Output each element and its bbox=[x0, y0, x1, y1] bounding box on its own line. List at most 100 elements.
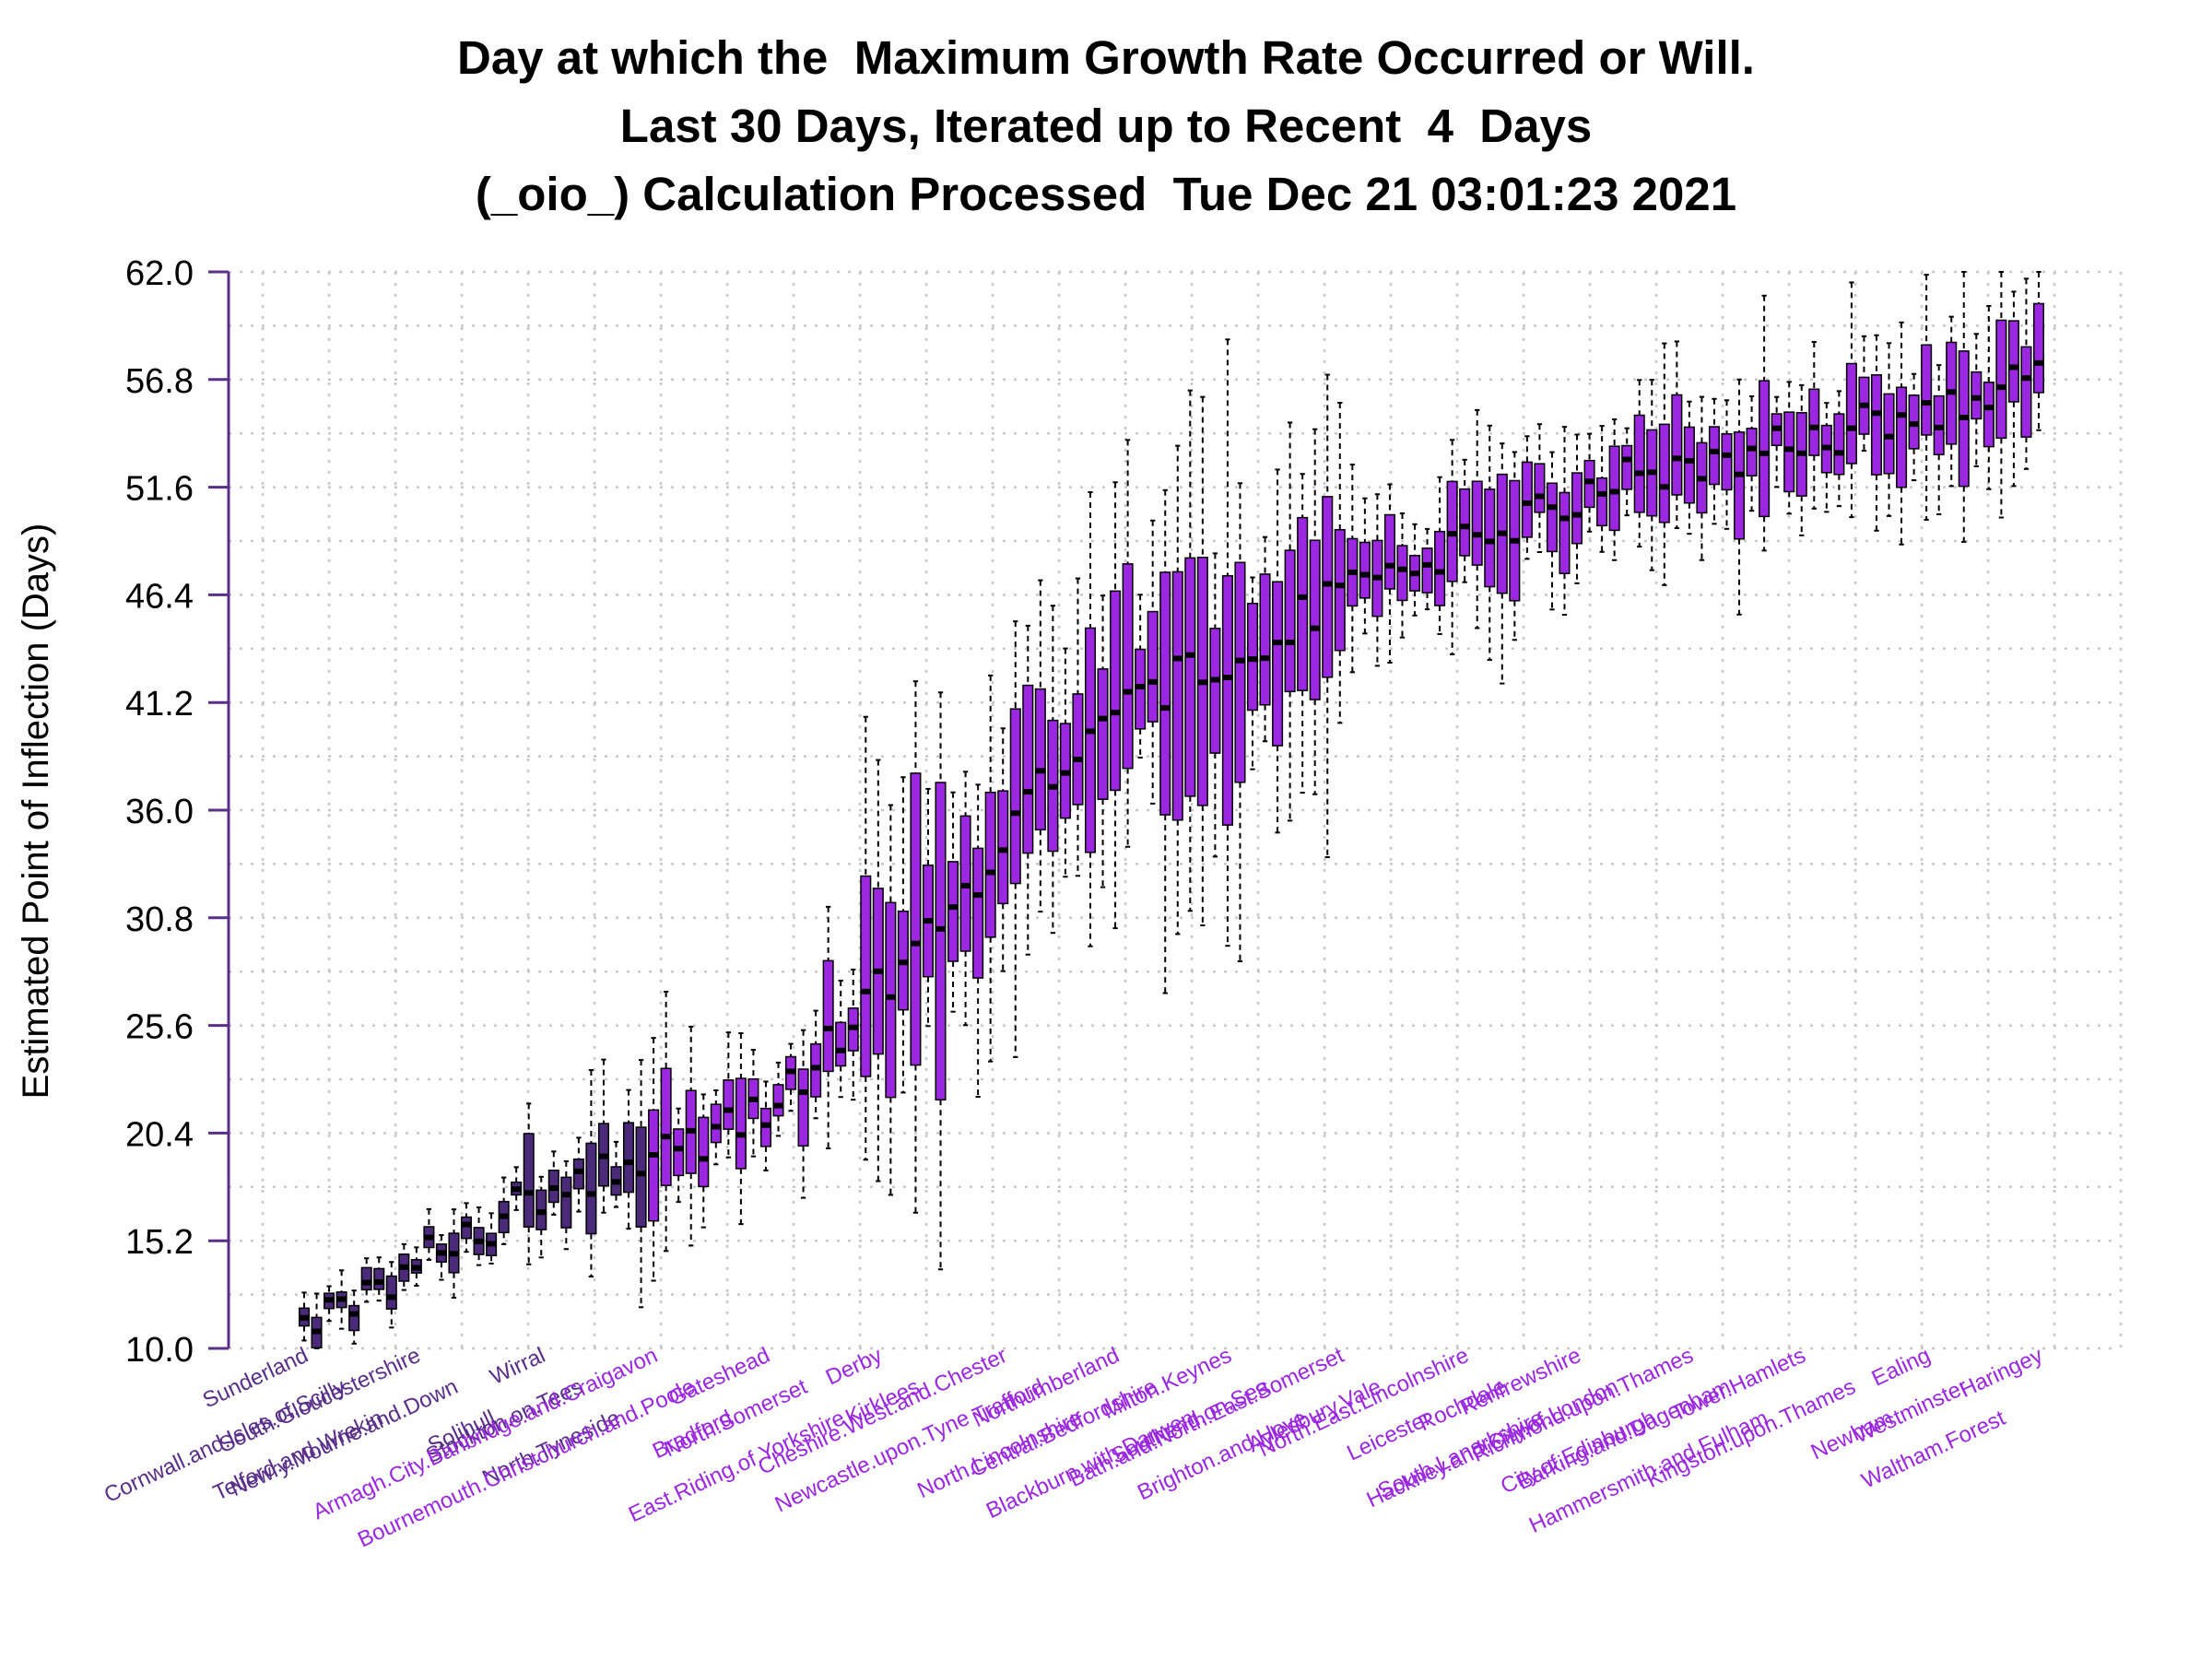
box-iqr bbox=[1259, 573, 1271, 706]
box-125 bbox=[1845, 281, 1857, 519]
box-iqr bbox=[1383, 513, 1395, 590]
box-iqr bbox=[1683, 426, 1695, 504]
box-114 bbox=[1708, 397, 1721, 525]
box-73 bbox=[1196, 395, 1208, 927]
x-tick-label: Ealing bbox=[1868, 1343, 1935, 1392]
box-90 bbox=[1408, 523, 1421, 617]
box-iqr bbox=[1546, 482, 1558, 553]
box-iqr bbox=[1122, 563, 1134, 770]
box-iqr bbox=[1471, 480, 1483, 566]
box-iqr bbox=[1559, 491, 1571, 574]
y-tick-label: 15.2 bbox=[125, 1223, 194, 1262]
box-116 bbox=[1734, 378, 1746, 616]
box-70 bbox=[1159, 488, 1171, 994]
box-72 bbox=[1184, 389, 1196, 912]
box-58 bbox=[1009, 620, 1021, 1058]
box-iqr bbox=[1721, 433, 1733, 491]
y-tick-label: 25.6 bbox=[125, 1008, 194, 1047]
box-120 bbox=[1783, 381, 1795, 515]
box-30 bbox=[660, 990, 672, 1253]
box-68 bbox=[1135, 594, 1147, 759]
box-12 bbox=[435, 1234, 447, 1281]
box-121 bbox=[1795, 383, 1807, 536]
box-iqr bbox=[1396, 545, 1408, 602]
box-iqr bbox=[835, 1021, 847, 1067]
box-101 bbox=[1546, 451, 1558, 611]
chart-title-line-3: (_oio_) Calculation Processed Tue Dec 21… bbox=[475, 168, 1737, 220]
box-47 bbox=[872, 759, 884, 1182]
box-76 bbox=[1234, 482, 1246, 962]
box-124 bbox=[1833, 390, 1845, 508]
box-iqr bbox=[673, 1128, 685, 1177]
box-54 bbox=[959, 771, 971, 1027]
box-iqr bbox=[772, 1084, 784, 1117]
box-94 bbox=[1459, 458, 1471, 583]
box-49 bbox=[897, 776, 909, 1094]
box-iqr bbox=[1734, 431, 1746, 540]
box-iqr bbox=[1921, 344, 1933, 436]
box-20 bbox=[535, 1175, 547, 1259]
box-iqr bbox=[1084, 627, 1097, 853]
y-tick-label: 30.8 bbox=[125, 900, 194, 939]
box-71 bbox=[1171, 444, 1183, 935]
box-iqr bbox=[1221, 574, 1233, 826]
box-5 bbox=[348, 1289, 360, 1345]
box-iqr bbox=[1633, 414, 1645, 513]
box-iqr bbox=[1110, 590, 1122, 792]
box-95 bbox=[1471, 408, 1483, 629]
box-iqr bbox=[1759, 380, 1771, 518]
box-iqr bbox=[2032, 302, 2045, 394]
box-iqr bbox=[1983, 382, 1994, 448]
box-137 bbox=[1995, 271, 2007, 519]
box-iqr bbox=[822, 959, 834, 1073]
box-14 bbox=[460, 1202, 473, 1253]
x-tick-label: Haringey bbox=[1956, 1343, 2046, 1403]
box-48 bbox=[885, 804, 897, 1196]
box-iqr bbox=[1359, 541, 1371, 599]
chart-title: Day at which the Maximum Growth Rate Occ… bbox=[0, 24, 2212, 229]
box-13 bbox=[448, 1208, 460, 1300]
box-iqr bbox=[885, 901, 897, 1099]
box-8 bbox=[385, 1261, 397, 1329]
box-iqr bbox=[1608, 445, 1620, 532]
y-tick-label: 46.4 bbox=[125, 577, 194, 616]
box-118 bbox=[1759, 294, 1771, 552]
box-39 bbox=[772, 1061, 784, 1137]
box-89 bbox=[1396, 512, 1408, 639]
box-29 bbox=[648, 1037, 660, 1282]
box-iqr bbox=[1833, 413, 1845, 476]
box-34 bbox=[710, 1088, 722, 1166]
box-15 bbox=[473, 1206, 485, 1266]
box-62 bbox=[1059, 647, 1071, 878]
box-2 bbox=[311, 1292, 323, 1349]
box-iqr bbox=[385, 1275, 397, 1310]
y-tick-label: 56.8 bbox=[125, 362, 194, 401]
box-iqr bbox=[560, 1176, 572, 1229]
box-iqr bbox=[860, 875, 872, 1077]
box-iqr bbox=[1309, 539, 1321, 700]
box-135 bbox=[1971, 333, 1983, 467]
box-iqr bbox=[1534, 463, 1546, 513]
box-16 bbox=[486, 1212, 498, 1265]
box-61 bbox=[1047, 605, 1059, 935]
box-41 bbox=[797, 1029, 809, 1199]
box-46 bbox=[860, 715, 872, 1161]
box-iqr bbox=[373, 1267, 385, 1290]
box-133 bbox=[1946, 315, 1958, 488]
box-iqr bbox=[1234, 561, 1246, 783]
box-iqr bbox=[1521, 461, 1533, 538]
x-tick-label: Derby bbox=[822, 1343, 886, 1391]
box-iqr bbox=[1746, 428, 1758, 477]
box-iqr bbox=[972, 847, 984, 979]
chart-title-line-1: Day at which the Maximum Growth Rate Occ… bbox=[457, 31, 1755, 84]
box-51 bbox=[922, 787, 935, 1028]
box-111 bbox=[1671, 340, 1683, 530]
box-26 bbox=[610, 1140, 622, 1208]
box-45 bbox=[847, 968, 859, 1101]
box-123 bbox=[1820, 402, 1832, 513]
box-iqr bbox=[1883, 393, 1895, 475]
box-iqr bbox=[1421, 547, 1433, 594]
box-17 bbox=[498, 1176, 510, 1245]
box-4 bbox=[335, 1269, 347, 1330]
box-3 bbox=[324, 1285, 335, 1323]
